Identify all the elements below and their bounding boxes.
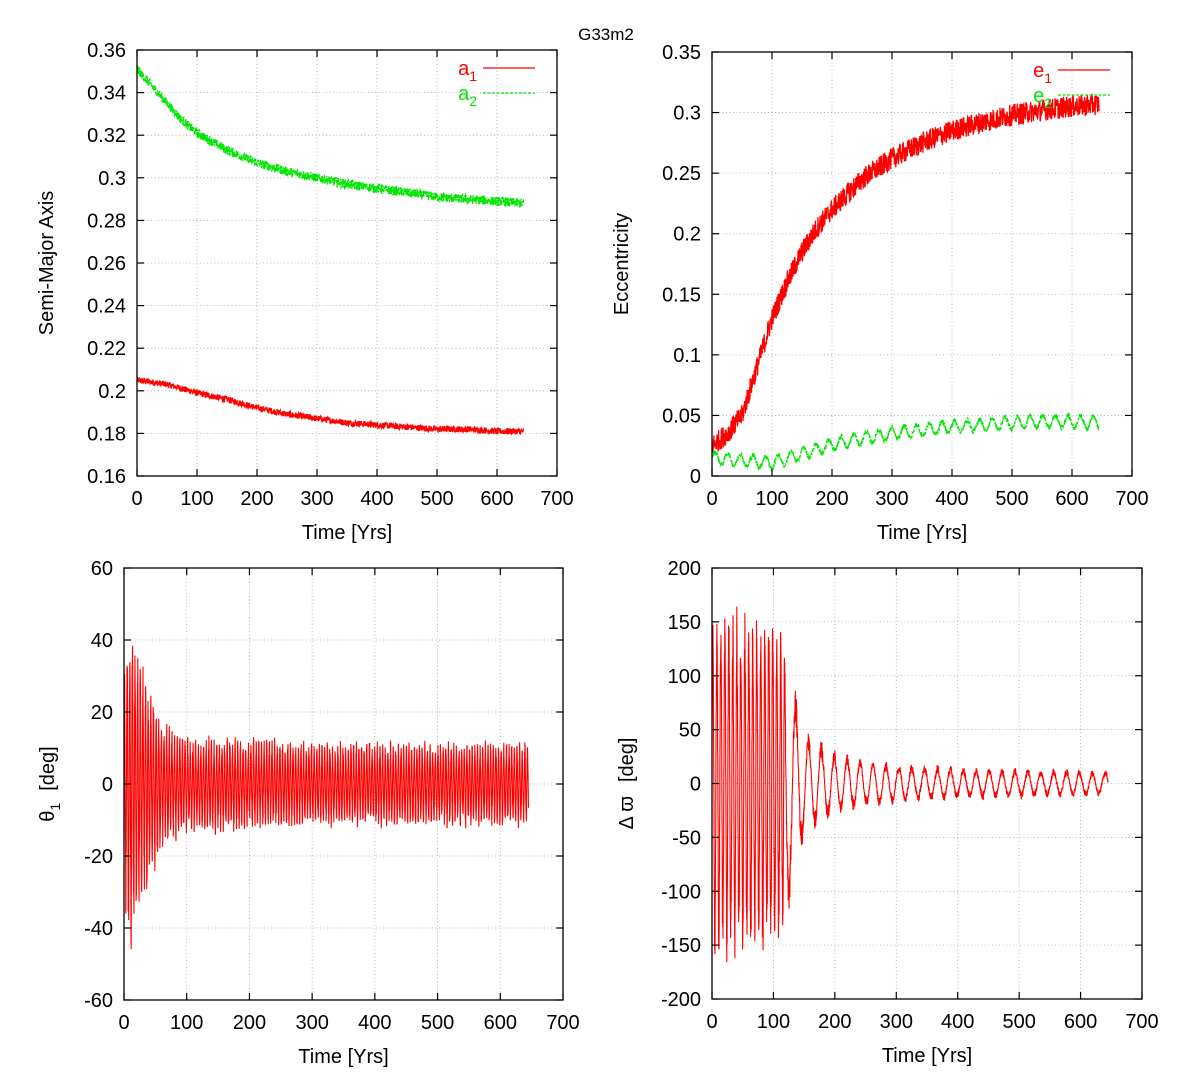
x-tick-label: 300	[880, 1011, 913, 1033]
panel-semi-major-axis: 0 100 200 300 400 500 600 700 0.16 0.18 0.2 0.22 0.2…	[36, 40, 574, 544]
x-tick-label: 200	[818, 1011, 851, 1033]
y-tick-label: 0.34	[87, 83, 126, 105]
x-tick-label: 400	[941, 1011, 974, 1033]
x-axis-label: Time [Yrs]	[882, 1045, 972, 1067]
y-tick-label: -40	[84, 918, 113, 940]
x-tick-label: 300	[875, 488, 908, 510]
x-tick-label: 200	[240, 488, 273, 510]
x-tick-label: 0	[118, 1012, 129, 1034]
x-tick-label: 300	[300, 488, 333, 510]
x-tick-label: 600	[484, 1012, 517, 1034]
x-tick-label: 400	[360, 488, 393, 510]
y-tick-label: 0.2	[673, 224, 701, 246]
y-tick-label: 0.24	[87, 296, 126, 318]
x-tick-label: 0	[706, 488, 717, 510]
x-tick-label: 500	[995, 488, 1028, 510]
y-tick-label: 0.15	[662, 284, 701, 306]
y-tick-label: 20	[91, 702, 113, 724]
series-line-a2	[137, 64, 525, 208]
plot-frame	[711, 51, 1133, 477]
y-tick-label: -50	[672, 827, 701, 849]
panel-delta-varpi: 0 100 200 300 400 500 600 700 -200 -150 -100 -50 0 50…	[616, 558, 1159, 1067]
x-axis-label: Time [Yrs]	[298, 1046, 388, 1068]
x-tick-label: 100	[757, 1011, 790, 1033]
plot-area	[124, 645, 530, 950]
y-tick-label: 0.3	[98, 168, 126, 190]
x-tick-label: 700	[1115, 488, 1148, 510]
x-tick-label: 700	[1125, 1011, 1158, 1033]
y-tick-label: 0.3	[673, 103, 701, 125]
figure-title: G33m2	[578, 25, 634, 44]
y-tick-label: -60	[84, 990, 113, 1012]
panel-eccentricity: 0 100 200 300 400 500 600 700 0 0.05 0.1 0.15 0.2 0.2…	[611, 42, 1149, 544]
y-tick-label: 0.16	[87, 466, 126, 488]
plot-frame	[711, 567, 1143, 1000]
y-tick-label: 0.26	[87, 253, 126, 275]
y-tick-label: 50	[679, 720, 701, 742]
y-tick-label: 0.18	[87, 423, 126, 445]
y-tick-label: 0	[690, 774, 701, 796]
series-line-e1	[712, 93, 1100, 453]
legend-label: e1	[1033, 60, 1052, 86]
x-tick-label: 600	[1064, 1011, 1097, 1033]
y-tick-label: 0.28	[87, 210, 126, 232]
y-tick-label: 0.22	[87, 338, 126, 360]
series-line-a1	[137, 376, 525, 436]
x-tick-label: 100	[755, 488, 788, 510]
y-tick-label: -200	[661, 989, 701, 1011]
x-tick-label: 0	[131, 488, 142, 510]
x-tick-label: 500	[421, 1012, 454, 1034]
x-tick-label: 600	[1055, 488, 1088, 510]
legend-label: a1	[458, 58, 477, 84]
y-tick-label: 100	[668, 666, 701, 688]
plot-area	[712, 93, 1100, 472]
y-tick-label: 0	[690, 466, 701, 488]
y-tick-label: 200	[668, 558, 701, 580]
y-tick-label: 0.36	[87, 40, 126, 62]
y-axis-label: Semi-Major Axis	[36, 191, 58, 335]
y-axis-label: θ1[deg]	[37, 746, 63, 821]
y-tick-label: 0.25	[662, 163, 701, 185]
legend-label: a2	[458, 83, 477, 109]
x-tick-label: 500	[420, 488, 453, 510]
x-tick-label: 500	[1002, 1011, 1035, 1033]
y-axis-label: Eccentricity	[611, 213, 633, 315]
x-tick-label: 200	[233, 1012, 266, 1034]
x-tick-label: 100	[170, 1012, 203, 1034]
panel-theta1: 0 100 200 300 400 500 600 700 -60 -40 -20 0 20 40 60 Ti…	[37, 558, 580, 1068]
x-tick-label: 100	[180, 488, 213, 510]
x-tick-label: 300	[295, 1012, 328, 1034]
x-tick-label: 0	[706, 1011, 717, 1033]
x-tick-label: 400	[358, 1012, 391, 1034]
legend-label: e2	[1033, 85, 1052, 111]
plot-area	[712, 606, 1109, 963]
series-line-e2	[712, 411, 1100, 472]
x-tick-label: 400	[935, 488, 968, 510]
y-axis-label: Δ ϖ[deg]	[616, 738, 638, 830]
x-tick-label: 200	[815, 488, 848, 510]
x-tick-label: 600	[480, 488, 513, 510]
y-tick-label: 150	[668, 612, 701, 634]
y-tick-label: -100	[661, 881, 701, 903]
y-tick-label: -150	[661, 935, 701, 957]
x-tick-label: 700	[540, 488, 573, 510]
y-tick-label: 0.1	[673, 345, 701, 367]
y-tick-label: 0.05	[662, 405, 701, 427]
y-tick-label: 0.32	[87, 125, 126, 147]
y-tick-label: 0	[102, 774, 113, 796]
y-tick-label: 0.35	[662, 42, 701, 64]
series-line-series-0	[712, 606, 1109, 963]
y-tick-label: -20	[84, 846, 113, 868]
y-tick-label: 40	[91, 630, 113, 652]
x-tick-label: 700	[546, 1012, 579, 1034]
y-tick-label: 60	[91, 558, 113, 580]
x-axis-label: Time [Yrs]	[877, 522, 967, 544]
y-tick-label: 0.2	[98, 381, 126, 403]
plot-area	[137, 64, 525, 436]
series-line-series-0	[124, 645, 530, 950]
x-axis-label: Time [Yrs]	[302, 522, 392, 544]
